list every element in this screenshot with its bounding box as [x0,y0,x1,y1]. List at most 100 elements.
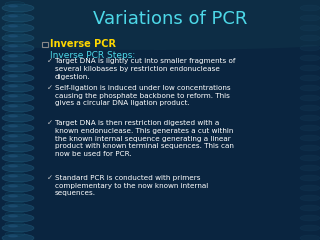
Ellipse shape [5,12,25,17]
Ellipse shape [5,102,25,107]
Ellipse shape [8,35,18,37]
Ellipse shape [300,145,320,151]
Ellipse shape [300,75,320,81]
Ellipse shape [2,44,34,52]
Ellipse shape [300,45,320,51]
Ellipse shape [5,132,25,137]
Ellipse shape [2,164,34,172]
Ellipse shape [2,194,34,202]
Text: Target DNA is lightly cut into smaller fragments of
several kilobases by restric: Target DNA is lightly cut into smaller f… [55,58,236,79]
Ellipse shape [5,52,25,56]
Text: ✓: ✓ [47,175,53,181]
Ellipse shape [5,22,25,26]
Ellipse shape [5,42,25,47]
Ellipse shape [300,135,320,141]
Ellipse shape [5,61,25,66]
Ellipse shape [2,34,34,42]
Ellipse shape [300,195,320,201]
Ellipse shape [2,104,34,112]
Ellipse shape [8,24,18,28]
Ellipse shape [8,194,18,198]
Ellipse shape [5,1,25,6]
Ellipse shape [8,14,18,18]
Ellipse shape [5,232,25,236]
Ellipse shape [8,125,18,127]
Ellipse shape [5,72,25,77]
Ellipse shape [5,151,25,156]
Ellipse shape [8,5,18,7]
Ellipse shape [8,234,18,238]
Ellipse shape [2,144,34,152]
Ellipse shape [8,144,18,148]
Bar [42,42,47,47]
Ellipse shape [5,82,25,86]
Ellipse shape [300,95,320,101]
Ellipse shape [2,84,34,92]
Ellipse shape [5,222,25,227]
Ellipse shape [2,234,34,240]
Ellipse shape [300,205,320,211]
Ellipse shape [300,105,320,111]
Ellipse shape [5,202,25,206]
Bar [0,0,320,40]
Ellipse shape [2,4,34,12]
Ellipse shape [2,114,34,122]
Ellipse shape [8,174,18,178]
Ellipse shape [8,114,18,118]
Ellipse shape [8,185,18,187]
Ellipse shape [8,204,18,208]
Ellipse shape [5,121,25,126]
Ellipse shape [8,95,18,97]
Ellipse shape [8,155,18,157]
Ellipse shape [2,94,34,102]
Text: ✓: ✓ [47,120,53,126]
Ellipse shape [300,5,320,11]
Ellipse shape [5,31,25,36]
Ellipse shape [2,174,34,182]
Ellipse shape [300,215,320,221]
Ellipse shape [8,84,18,88]
Ellipse shape [8,44,18,48]
Ellipse shape [300,155,320,161]
Text: Standard PCR is conducted with primers
complementary to the now known internal
s: Standard PCR is conducted with primers c… [55,175,208,197]
Ellipse shape [5,192,25,197]
Ellipse shape [5,112,25,116]
Ellipse shape [300,235,320,240]
Ellipse shape [300,85,320,91]
Ellipse shape [8,54,18,58]
Ellipse shape [300,25,320,31]
Ellipse shape [300,175,320,181]
Text: Self-ligation is induced under low concentrations
causing the phosphate backbone: Self-ligation is induced under low conce… [55,85,231,107]
Ellipse shape [5,211,25,216]
Ellipse shape [8,65,18,67]
Ellipse shape [2,54,34,62]
Ellipse shape [8,104,18,108]
Ellipse shape [2,224,34,232]
Ellipse shape [8,224,18,228]
Ellipse shape [2,64,34,72]
Ellipse shape [2,134,34,142]
Ellipse shape [2,184,34,192]
Ellipse shape [2,214,34,222]
Text: Target DNA is then restriction digested with a
known endonuclease. This generate: Target DNA is then restriction digested … [55,120,234,157]
Ellipse shape [300,35,320,41]
Text: Variations of PCR: Variations of PCR [93,10,247,28]
Text: ✓: ✓ [47,85,53,91]
Ellipse shape [2,204,34,212]
Ellipse shape [5,91,25,96]
Ellipse shape [300,65,320,71]
Ellipse shape [300,15,320,21]
Ellipse shape [8,215,18,217]
Text: Inverse PCR Steps:: Inverse PCR Steps: [50,51,135,60]
Ellipse shape [5,142,25,146]
Ellipse shape [5,181,25,186]
Ellipse shape [300,125,320,131]
Ellipse shape [300,225,320,231]
Ellipse shape [2,124,34,132]
Ellipse shape [300,55,320,61]
Ellipse shape [8,164,18,168]
Ellipse shape [300,165,320,171]
Ellipse shape [2,154,34,162]
Ellipse shape [300,185,320,191]
Ellipse shape [2,74,34,82]
